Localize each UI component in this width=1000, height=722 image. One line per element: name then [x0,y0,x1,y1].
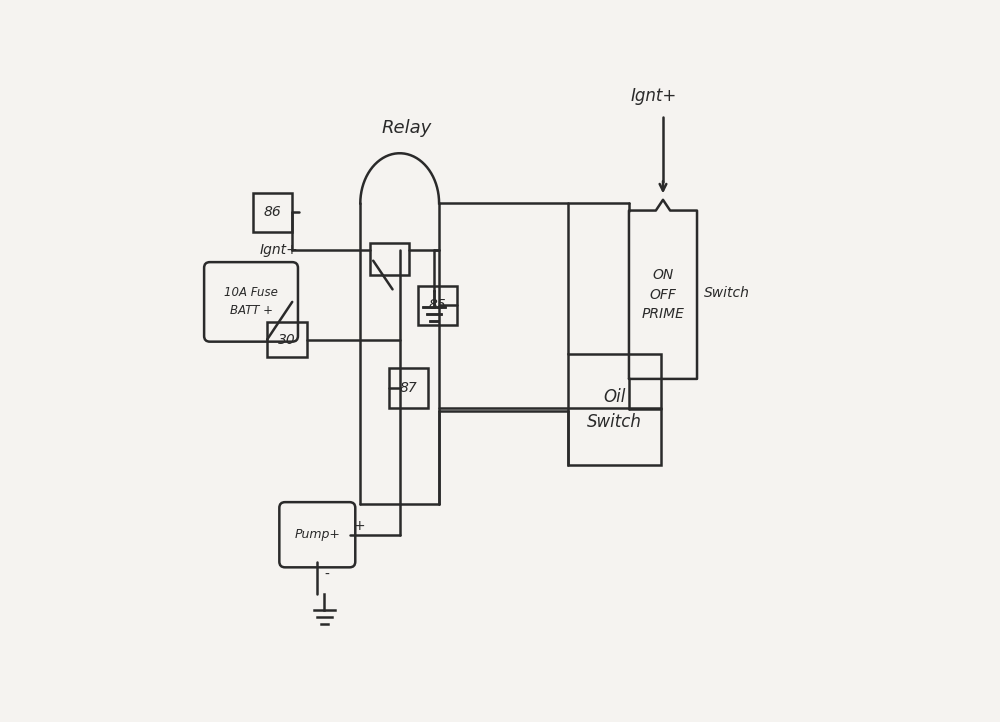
Text: 86: 86 [264,205,281,219]
Text: +: + [353,519,365,533]
Bar [418,286,457,325]
Text: -: - [324,567,329,581]
Text: 87: 87 [400,381,418,395]
Text: Ignt+: Ignt+ [260,243,299,257]
Bar [389,368,428,407]
Bar [568,354,661,465]
Text: 10A Fuse
BATT +: 10A Fuse BATT + [224,287,278,318]
Text: Pump+: Pump+ [294,529,340,542]
Text: Switch: Switch [704,286,750,300]
Text: Ignt+: Ignt+ [631,87,677,105]
Bar [267,321,307,357]
Text: 85: 85 [428,298,446,313]
Text: 30: 30 [278,333,296,347]
Text: Oil
Switch: Oil Switch [587,388,642,431]
Text: ON
OFF
PRIME: ON OFF PRIME [642,269,684,321]
Text: Relay: Relay [382,119,432,137]
Bar [370,243,409,275]
Bar [253,193,292,232]
